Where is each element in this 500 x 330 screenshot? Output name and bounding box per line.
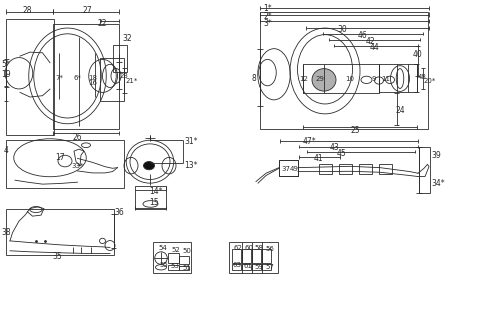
Text: 63: 63 bbox=[232, 262, 241, 268]
Text: 7*: 7* bbox=[55, 75, 63, 81]
Text: 1*: 1* bbox=[264, 4, 272, 13]
Text: 47*: 47* bbox=[302, 137, 316, 147]
Text: 38: 38 bbox=[2, 228, 11, 238]
Text: 57: 57 bbox=[266, 264, 274, 270]
Text: 37: 37 bbox=[282, 166, 290, 172]
Text: 43: 43 bbox=[330, 143, 340, 152]
Bar bbox=[260, 12, 428, 129]
Text: 10: 10 bbox=[346, 76, 354, 82]
Text: 14*: 14* bbox=[149, 187, 163, 196]
Text: 33*: 33* bbox=[72, 163, 84, 169]
Bar bbox=[179, 266, 189, 270]
Bar bbox=[168, 253, 179, 263]
Text: 52: 52 bbox=[172, 247, 180, 253]
Ellipse shape bbox=[312, 69, 336, 91]
Bar bbox=[113, 45, 127, 72]
Bar bbox=[242, 264, 250, 270]
Text: 42: 42 bbox=[365, 37, 375, 46]
Bar bbox=[6, 19, 54, 135]
Text: 49: 49 bbox=[290, 166, 298, 172]
Bar bbox=[279, 160, 298, 176]
Bar bbox=[339, 164, 351, 174]
Text: 3*: 3* bbox=[264, 18, 272, 28]
Bar bbox=[232, 264, 240, 270]
Text: 24: 24 bbox=[395, 106, 405, 115]
Bar bbox=[168, 265, 179, 270]
Text: 22: 22 bbox=[98, 19, 107, 28]
Text: 35: 35 bbox=[52, 252, 62, 261]
Text: 15: 15 bbox=[149, 198, 159, 207]
Text: 5*: 5* bbox=[2, 60, 10, 69]
Text: 25: 25 bbox=[350, 125, 360, 135]
Text: 18: 18 bbox=[88, 75, 97, 81]
Text: 19: 19 bbox=[2, 70, 11, 79]
Bar bbox=[228, 242, 278, 273]
Bar bbox=[153, 242, 191, 273]
Text: 16: 16 bbox=[88, 80, 97, 86]
Text: 13*: 13* bbox=[184, 160, 198, 170]
Text: 40: 40 bbox=[413, 50, 423, 59]
Text: 6*: 6* bbox=[74, 75, 82, 81]
Text: 58: 58 bbox=[254, 245, 264, 251]
Bar bbox=[319, 164, 332, 174]
Text: 28: 28 bbox=[23, 6, 32, 15]
Bar bbox=[6, 140, 124, 188]
Text: 29: 29 bbox=[316, 76, 324, 82]
Text: 11: 11 bbox=[382, 76, 390, 82]
Text: 55: 55 bbox=[160, 262, 168, 268]
Text: 53: 53 bbox=[170, 263, 179, 269]
Text: 36: 36 bbox=[114, 208, 124, 217]
Text: 8: 8 bbox=[252, 74, 256, 83]
Bar bbox=[262, 264, 270, 270]
Text: 45: 45 bbox=[336, 149, 346, 158]
Bar bbox=[252, 264, 260, 270]
Text: 48: 48 bbox=[418, 74, 427, 80]
Text: 12: 12 bbox=[300, 76, 308, 82]
Text: 9: 9 bbox=[372, 76, 376, 82]
Text: 27: 27 bbox=[82, 6, 92, 15]
Text: 59: 59 bbox=[254, 264, 264, 270]
Bar bbox=[135, 186, 166, 209]
Text: 61: 61 bbox=[244, 263, 252, 269]
Bar bbox=[53, 24, 119, 129]
Text: 50: 50 bbox=[182, 248, 191, 254]
Text: 26: 26 bbox=[72, 133, 83, 143]
Text: 32: 32 bbox=[122, 34, 132, 44]
Bar bbox=[242, 249, 250, 263]
Text: 2*: 2* bbox=[264, 12, 272, 21]
Bar bbox=[419, 147, 430, 193]
Text: 4: 4 bbox=[4, 146, 9, 155]
Bar bbox=[252, 249, 260, 263]
Bar bbox=[303, 64, 379, 93]
Text: 56: 56 bbox=[266, 246, 274, 252]
Bar bbox=[279, 160, 298, 176]
Bar bbox=[379, 64, 416, 92]
Bar bbox=[6, 209, 114, 255]
Text: 17: 17 bbox=[55, 152, 65, 162]
Bar bbox=[179, 256, 189, 264]
Text: 30: 30 bbox=[338, 25, 347, 34]
Text: 23: 23 bbox=[120, 73, 129, 79]
Text: 21*: 21* bbox=[126, 78, 138, 83]
Text: 44: 44 bbox=[370, 43, 380, 52]
Text: 60: 60 bbox=[244, 245, 254, 250]
Text: 62: 62 bbox=[234, 245, 242, 250]
Bar bbox=[232, 249, 240, 263]
Text: 54: 54 bbox=[158, 245, 167, 251]
Bar bbox=[359, 164, 372, 174]
Text: 41: 41 bbox=[314, 154, 324, 163]
Text: 46: 46 bbox=[358, 31, 368, 40]
Text: 31*: 31* bbox=[184, 137, 198, 146]
Ellipse shape bbox=[144, 161, 154, 170]
Text: 39: 39 bbox=[431, 151, 441, 160]
Text: 34*: 34* bbox=[431, 179, 444, 188]
Text: 51: 51 bbox=[182, 265, 191, 271]
Text: 20*: 20* bbox=[424, 78, 436, 84]
Bar bbox=[100, 58, 124, 101]
Bar bbox=[262, 249, 270, 263]
Bar bbox=[379, 164, 392, 174]
